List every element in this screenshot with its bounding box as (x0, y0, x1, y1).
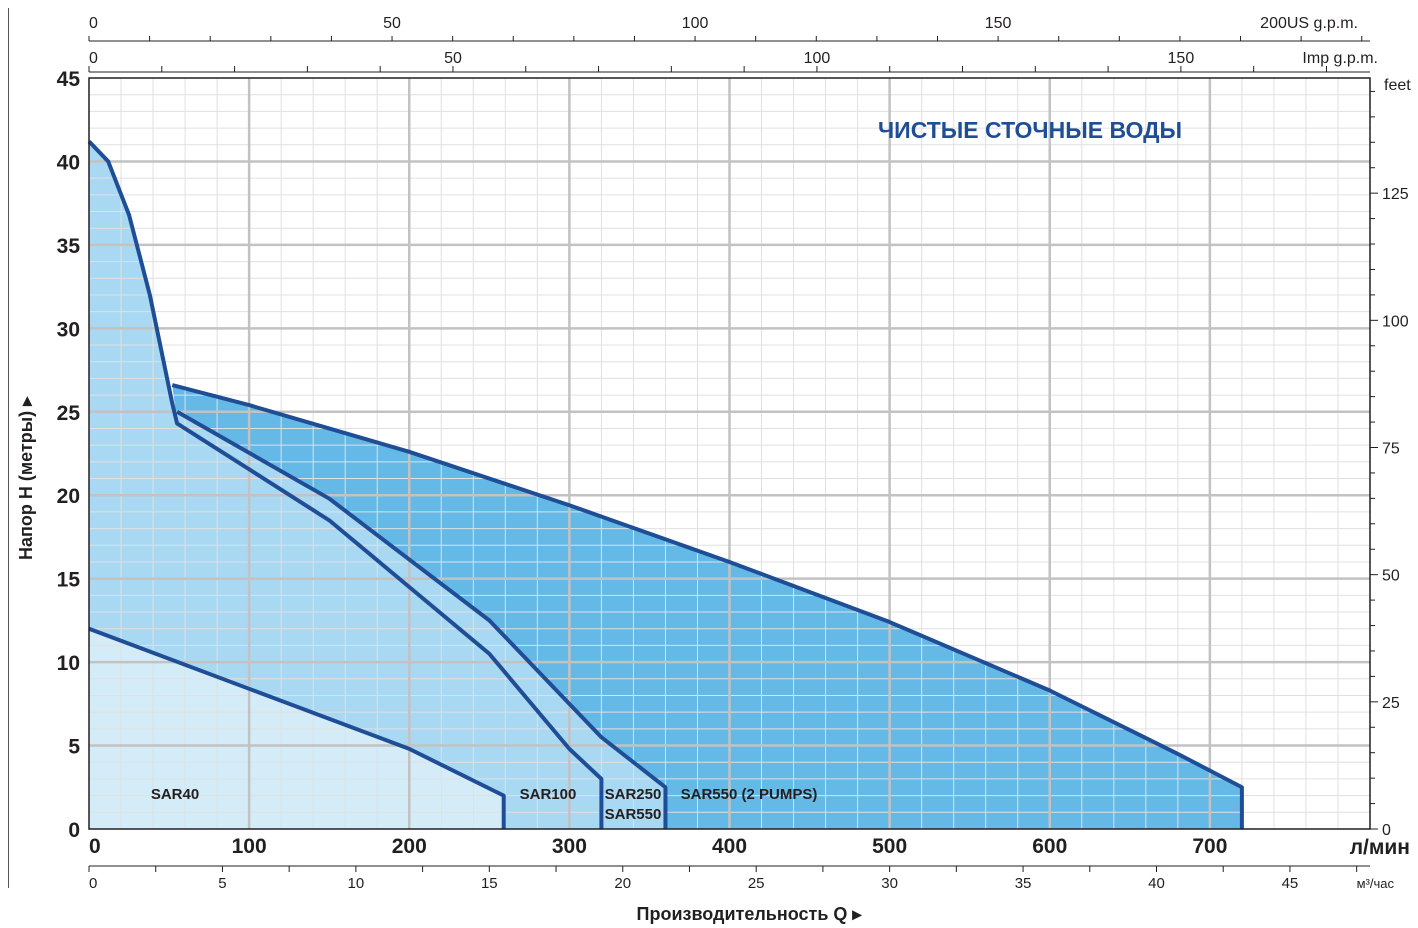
x-tick-label: 500 (872, 835, 907, 858)
m3h-tick-label: 10 (348, 875, 365, 892)
y-tick-label: 35 (57, 235, 81, 258)
feet-tick-label: 25 (1382, 695, 1400, 712)
impgpm-tick-label: 50 (444, 50, 462, 67)
x-tick-label: 200 (392, 835, 427, 858)
impgpm-tick-label: 0 (89, 50, 98, 67)
m3h-tick-label: 45 (1282, 875, 1299, 892)
m3h-tick-label: 15 (481, 875, 498, 892)
y-tick-label: 40 (57, 151, 80, 174)
curve-sar250-sar550 (176, 410, 668, 829)
series-label: SAR40 (151, 786, 199, 803)
y-tick-label: 15 (57, 569, 81, 592)
feet-tick-label: 75 (1382, 440, 1400, 457)
m3h-tick-label: 30 (881, 875, 898, 892)
x-tick-label: 0 (89, 835, 101, 858)
series-label: SAR100 (520, 786, 577, 803)
y-tick-label: 10 (57, 652, 80, 675)
feet-tick-label: 0 (1382, 822, 1391, 839)
area-sar250-sar550 (89, 141, 666, 829)
plot-border (88, 77, 1371, 830)
y-tick-label: 20 (57, 485, 80, 508)
series-label: SAR550 (605, 806, 662, 823)
m3h-tick-label: 0 (89, 875, 97, 892)
x-unit-label: л/мин (1350, 836, 1410, 859)
curve-sar100 (87, 140, 604, 829)
m3h-tick-label: 35 (1015, 875, 1032, 892)
y-tick-label: 0 (68, 819, 80, 842)
m3h-tick-label: 40 (1148, 875, 1165, 892)
feet-tick-label: 50 (1382, 568, 1400, 585)
impgpm-unit-label: Imp g.p.m. (1302, 50, 1378, 67)
usgpm-unit-label: 200US g.p.m. (1260, 15, 1358, 32)
usgpm-tick-label: 50 (383, 15, 401, 32)
usgpm-tick-label: 0 (89, 15, 98, 32)
feet-unit-label: feet (1384, 77, 1411, 94)
impgpm-tick-label: 100 (804, 50, 831, 67)
x-tick-label: 700 (1192, 835, 1227, 858)
x-tick-label: 300 (552, 835, 587, 858)
m3h-unit-label: м³/час (1357, 876, 1395, 891)
series-label: SAR550 (2 PUMPS) (681, 786, 818, 803)
m3h-tick-label: 20 (614, 875, 631, 892)
feet-tick-label: 100 (1382, 313, 1409, 330)
impgpm-tick-label: 150 (1168, 50, 1195, 67)
y-tick-label: 5 (68, 736, 80, 759)
chart-title: ЧИСТЫЕ СТОЧНЫЕ ВОДЫ (878, 117, 1182, 143)
usgpm-tick-label: 100 (682, 15, 709, 32)
x-tick-label: 400 (712, 835, 747, 858)
x-axis-title: Производительность Q ▸ (636, 904, 862, 924)
feet-tick-label: 125 (1382, 186, 1409, 203)
curve-sar550-2pumps (171, 383, 1244, 829)
series-label: SAR250 (605, 786, 662, 803)
y-axis-title: Напор H (метры) ▸ (16, 396, 36, 560)
page-rule (8, 8, 9, 888)
x-tick-label: 100 (232, 835, 267, 858)
y-tick-label: 30 (57, 318, 80, 341)
m3h-tick-label: 25 (748, 875, 765, 892)
x-tick-label: 600 (1032, 835, 1067, 858)
usgpm-tick-label: 150 (985, 15, 1012, 32)
y-tick-label: 45 (57, 68, 81, 91)
y-tick-label: 25 (57, 402, 81, 425)
m3h-tick-label: 5 (218, 875, 226, 892)
curve-sar40 (88, 626, 506, 829)
